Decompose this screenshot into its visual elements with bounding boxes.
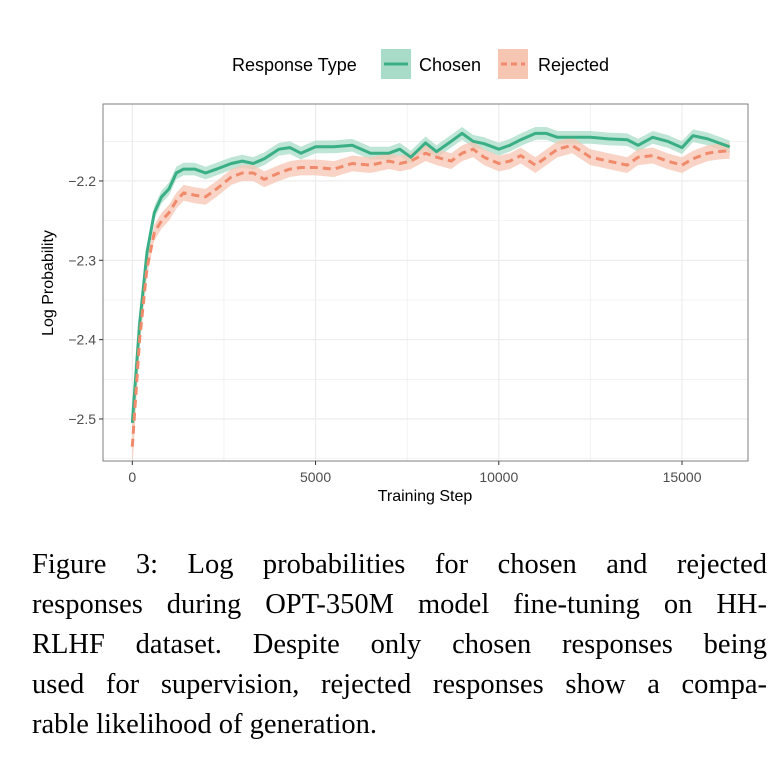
x-axis-title: Training Step bbox=[378, 488, 473, 505]
legend-label-chosen: Chosen bbox=[419, 55, 481, 75]
y-tick-label-2.3: −2.3 bbox=[68, 252, 96, 268]
y-tick-label-2.5: −2.5 bbox=[68, 411, 96, 427]
x-tick-label-10000: 10000 bbox=[479, 469, 518, 485]
x-tick-label-0: 0 bbox=[128, 469, 136, 485]
legend-key-chosen bbox=[381, 49, 411, 79]
y-tick-label-2.4: −2.4 bbox=[68, 332, 96, 348]
line-rejected bbox=[130, 143, 730, 447]
x-tick-label-15000: 15000 bbox=[663, 469, 702, 485]
panel-border bbox=[102, 103, 749, 462]
gridlines bbox=[103, 104, 748, 461]
caption-line: rable likelihood of generation. bbox=[32, 709, 378, 740]
figure-plot: Response Type Chosen Rejected 0 5000 100… bbox=[40, 49, 749, 505]
series-lines bbox=[130, 131, 731, 447]
y-axis-title: Log Probability bbox=[40, 230, 57, 336]
legend: Response Type Chosen Rejected bbox=[232, 49, 609, 79]
caption-line: used for supervision, rejected responses… bbox=[32, 669, 767, 700]
caption-line: Figure 3: Log probabilities for chosen a… bbox=[32, 549, 767, 580]
x-tick-label-5000: 5000 bbox=[300, 469, 331, 485]
legend-label-rejected: Rejected bbox=[538, 55, 609, 75]
y-tick-label-2.2: −2.2 bbox=[68, 173, 96, 189]
caption-line: responses during OPT-350M model fine-tun… bbox=[32, 589, 767, 620]
legend-title: Response Type bbox=[232, 55, 357, 75]
line-chosen bbox=[130, 131, 731, 424]
axis-ticks bbox=[99, 180, 683, 465]
legend-key-rejected bbox=[498, 49, 528, 79]
caption-line: RLHF dataset. Despite only chosen respon… bbox=[32, 629, 767, 660]
figure-caption: Figure 3: Log probabilities for chosen a… bbox=[32, 545, 767, 745]
